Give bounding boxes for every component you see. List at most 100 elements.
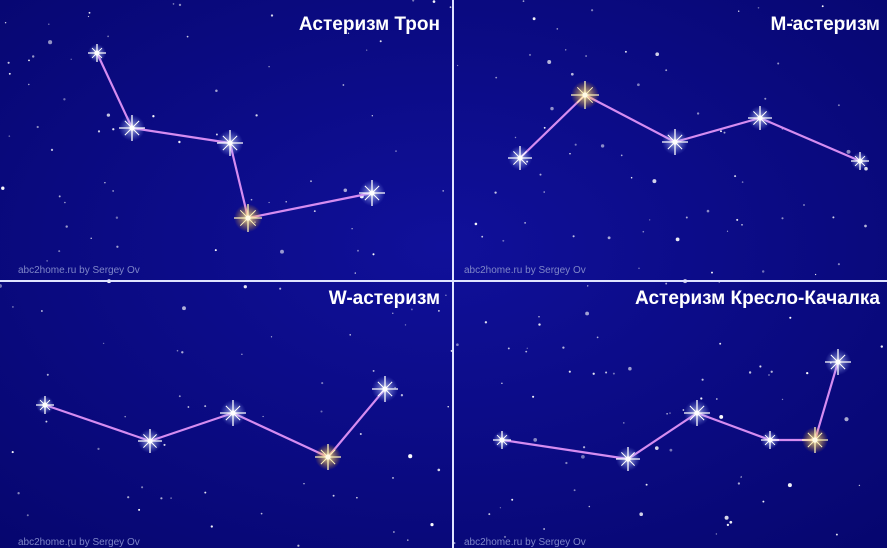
star-core [812, 437, 817, 442]
background-star [178, 141, 180, 143]
background-star [107, 113, 110, 116]
background-star [392, 477, 394, 479]
star-core [757, 115, 762, 120]
background-star [310, 180, 312, 182]
background-star [12, 451, 14, 453]
background-star [838, 104, 840, 106]
background-star [777, 62, 779, 64]
star-core [94, 50, 99, 55]
star-core [625, 456, 630, 461]
background-star [585, 312, 589, 316]
background-star [727, 524, 729, 526]
background-star [605, 371, 607, 373]
star [684, 400, 710, 426]
background-star [494, 191, 496, 193]
background-star [676, 238, 680, 242]
star [315, 444, 341, 470]
background-star [623, 422, 625, 424]
background-star [285, 201, 287, 203]
star-core [230, 410, 235, 415]
background-star [280, 250, 284, 254]
star [616, 447, 640, 471]
background-star [268, 66, 270, 68]
asterism-collage: Астеризм Трон М-астеризм W-астеризм Асте… [0, 0, 887, 548]
background-star [686, 217, 688, 219]
background-star [433, 0, 436, 3]
background-star [583, 446, 585, 448]
background-star [8, 62, 10, 64]
background-star [173, 3, 175, 5]
background-star [204, 492, 206, 494]
background-star [372, 115, 373, 116]
background-star [803, 204, 805, 206]
background-star [838, 263, 840, 265]
background-star [488, 513, 490, 515]
background-star [28, 60, 30, 62]
background-star [621, 155, 623, 157]
background-star [17, 492, 19, 494]
background-star [320, 410, 322, 412]
star [571, 81, 599, 109]
background-star [244, 285, 247, 288]
background-star [511, 499, 513, 501]
background-star [1, 187, 4, 190]
background-star [182, 306, 186, 310]
background-star [314, 210, 316, 212]
panel-title: W-астеризм [329, 288, 440, 309]
background-star [523, 0, 525, 2]
panel-title: Астеризм Кресло-Качалка [635, 288, 880, 309]
background-star [646, 484, 648, 486]
background-star [263, 416, 264, 417]
background-star [588, 506, 590, 508]
background-star [116, 217, 118, 219]
background-star [112, 128, 114, 130]
star-core [245, 215, 250, 220]
background-star [538, 316, 539, 317]
star-core [147, 438, 152, 443]
background-star [533, 438, 537, 442]
background-star [405, 324, 406, 325]
background-star [279, 288, 281, 290]
background-star [88, 16, 89, 17]
background-star [344, 189, 348, 193]
background-star [725, 516, 729, 520]
background-star [540, 174, 542, 176]
star-core [227, 140, 232, 145]
background-star [736, 219, 738, 221]
background-star [502, 240, 504, 242]
background-star [734, 175, 736, 177]
background-star [268, 202, 269, 203]
background-star [543, 528, 545, 530]
background-star [9, 135, 11, 137]
background-star [103, 343, 104, 344]
star-core [672, 139, 677, 144]
background-star [97, 448, 99, 450]
background-star [481, 236, 483, 238]
background-star [393, 531, 395, 533]
background-star [543, 191, 545, 193]
background-star [215, 249, 217, 251]
background-star [181, 351, 183, 353]
background-star [495, 77, 497, 79]
star-core [517, 155, 522, 160]
star [761, 431, 779, 449]
background-star [188, 406, 190, 408]
background-star [508, 347, 510, 349]
star [217, 130, 243, 156]
background-star [724, 132, 726, 134]
background-star [372, 253, 374, 255]
background-star [500, 507, 501, 508]
background-star [847, 150, 851, 154]
background-star [515, 137, 516, 138]
background-star [179, 395, 181, 397]
background-star [550, 107, 553, 110]
background-star [527, 348, 528, 349]
background-star [702, 379, 704, 381]
background-star [90, 238, 91, 239]
background-star [683, 409, 685, 411]
background-star [360, 433, 362, 435]
background-star [815, 274, 816, 275]
background-star [716, 533, 717, 534]
background-star [643, 231, 645, 233]
background-star [160, 497, 162, 499]
